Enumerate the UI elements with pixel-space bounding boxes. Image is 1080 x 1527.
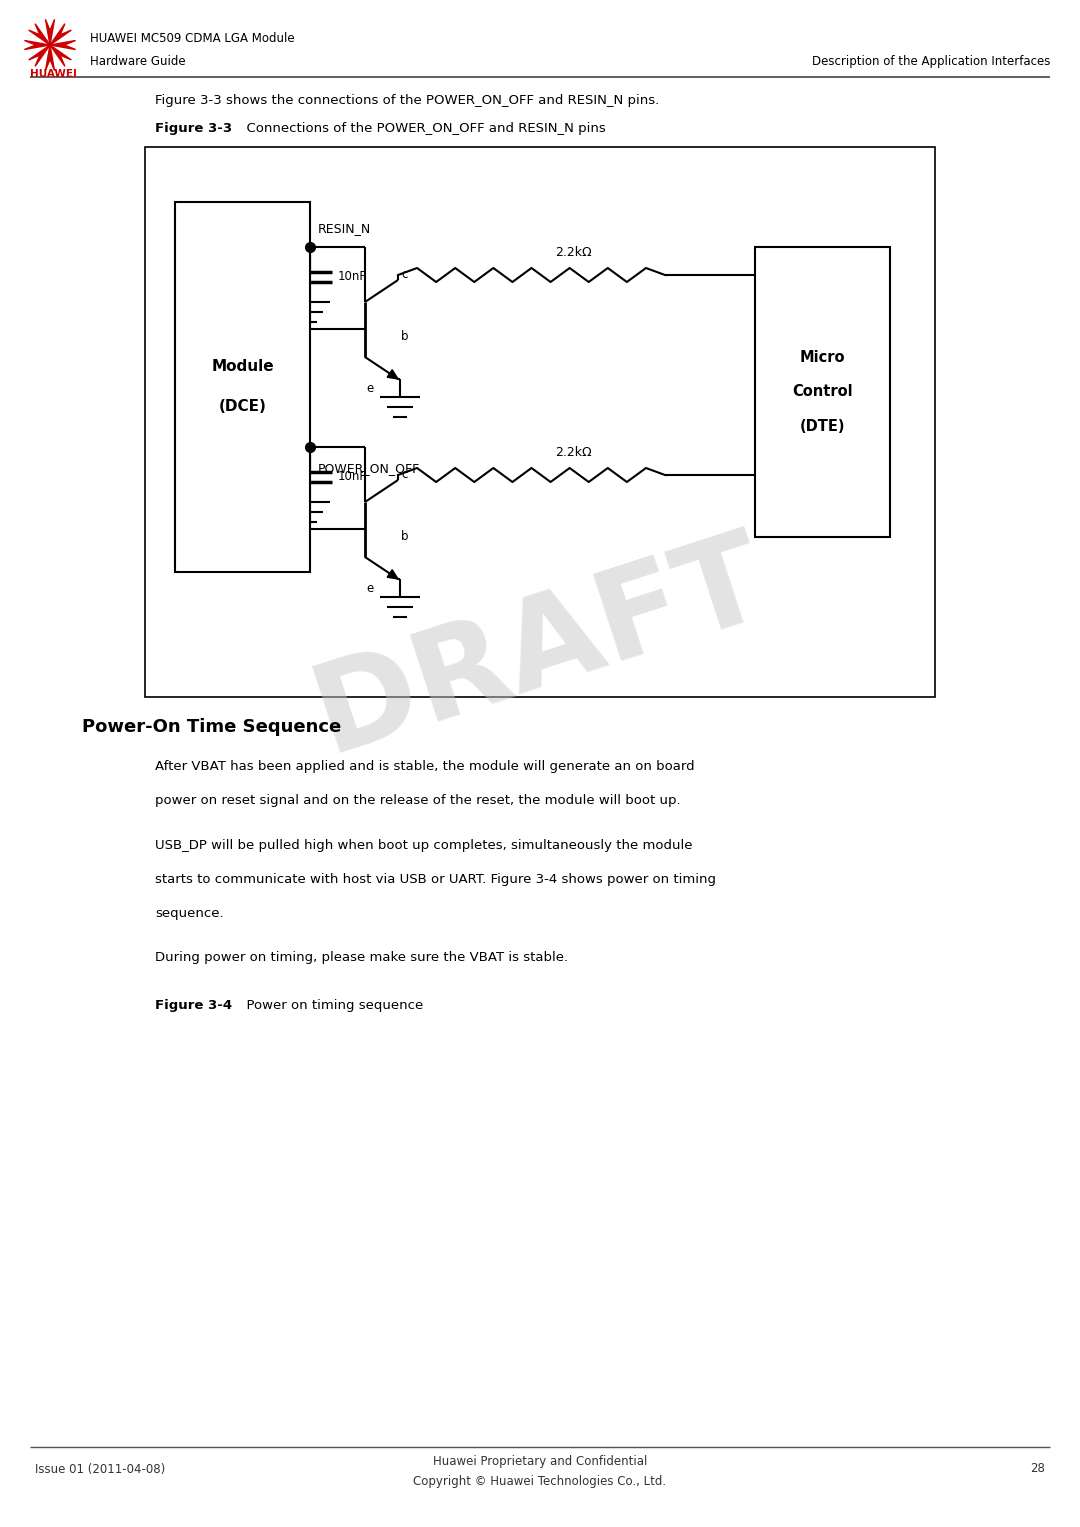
Text: c: c bbox=[401, 469, 407, 481]
Text: Description of the Application Interfaces: Description of the Application Interface… bbox=[812, 55, 1050, 69]
Polygon shape bbox=[29, 44, 50, 66]
Polygon shape bbox=[50, 24, 71, 44]
Text: 10nF: 10nF bbox=[338, 470, 367, 484]
Text: starts to communicate with host via USB or UART. Figure 3-4 shows power on timin: starts to communicate with host via USB … bbox=[156, 873, 716, 886]
Text: USB_DP will be pulled high when boot up completes, simultaneously the module: USB_DP will be pulled high when boot up … bbox=[156, 838, 692, 852]
Text: Micro: Micro bbox=[800, 350, 846, 365]
Text: e: e bbox=[366, 582, 374, 596]
Text: Copyright © Huawei Technologies Co., Ltd.: Copyright © Huawei Technologies Co., Ltd… bbox=[414, 1475, 666, 1489]
Bar bbox=[755, 247, 890, 538]
Text: Huawei Proprietary and Confidential: Huawei Proprietary and Confidential bbox=[433, 1455, 647, 1467]
Bar bbox=[145, 147, 935, 696]
Text: Hardware Guide: Hardware Guide bbox=[90, 55, 186, 69]
Text: Power-On Time Sequence: Power-On Time Sequence bbox=[82, 718, 341, 736]
Text: 28: 28 bbox=[1030, 1463, 1045, 1475]
Text: sequence.: sequence. bbox=[156, 907, 224, 919]
Text: b: b bbox=[401, 530, 408, 544]
Text: During power on timing, please make sure the VBAT is stable.: During power on timing, please make sure… bbox=[156, 951, 568, 964]
Polygon shape bbox=[388, 570, 399, 579]
Polygon shape bbox=[25, 41, 50, 49]
Text: DRAFT: DRAFT bbox=[299, 518, 781, 777]
Text: Issue 01 (2011-04-08): Issue 01 (2011-04-08) bbox=[35, 1463, 165, 1475]
Text: After VBAT has been applied and is stable, the module will generate an on board: After VBAT has been applied and is stabl… bbox=[156, 760, 694, 774]
Text: 2.2kΩ: 2.2kΩ bbox=[555, 446, 592, 460]
Polygon shape bbox=[45, 20, 54, 44]
Text: Control: Control bbox=[793, 385, 853, 400]
Text: HUAWEI MC509 CDMA LGA Module: HUAWEI MC509 CDMA LGA Module bbox=[90, 32, 295, 46]
Text: Connections of the POWER_ON_OFF and RESIN_N pins: Connections of the POWER_ON_OFF and RESI… bbox=[238, 122, 606, 136]
Text: (DTE): (DTE) bbox=[800, 420, 846, 435]
Text: RESIN_N: RESIN_N bbox=[318, 223, 372, 235]
Polygon shape bbox=[388, 370, 399, 379]
Text: power on reset signal and on the release of the reset, the module will boot up.: power on reset signal and on the release… bbox=[156, 794, 680, 808]
Text: HUAWEI: HUAWEI bbox=[30, 69, 77, 79]
Text: c: c bbox=[401, 269, 407, 281]
Text: 10nF: 10nF bbox=[338, 270, 367, 284]
Polygon shape bbox=[29, 24, 50, 44]
Text: Figure 3-4: Figure 3-4 bbox=[156, 999, 232, 1011]
Polygon shape bbox=[45, 44, 54, 70]
Text: POWER_ON_OFF: POWER_ON_OFF bbox=[318, 463, 420, 475]
Polygon shape bbox=[50, 41, 76, 49]
Text: Figure 3-3 shows the connections of the POWER_ON_OFF and RESIN_N pins.: Figure 3-3 shows the connections of the … bbox=[156, 95, 659, 107]
Text: (DCE): (DCE) bbox=[218, 400, 267, 414]
Text: Figure 3-3: Figure 3-3 bbox=[156, 122, 232, 136]
Text: 2.2kΩ: 2.2kΩ bbox=[555, 246, 592, 260]
Text: b: b bbox=[401, 330, 408, 344]
Text: Module: Module bbox=[212, 359, 274, 374]
Text: Power on timing sequence: Power on timing sequence bbox=[238, 999, 423, 1011]
Text: e: e bbox=[366, 382, 374, 395]
Bar bbox=[175, 202, 310, 573]
Polygon shape bbox=[50, 44, 71, 66]
